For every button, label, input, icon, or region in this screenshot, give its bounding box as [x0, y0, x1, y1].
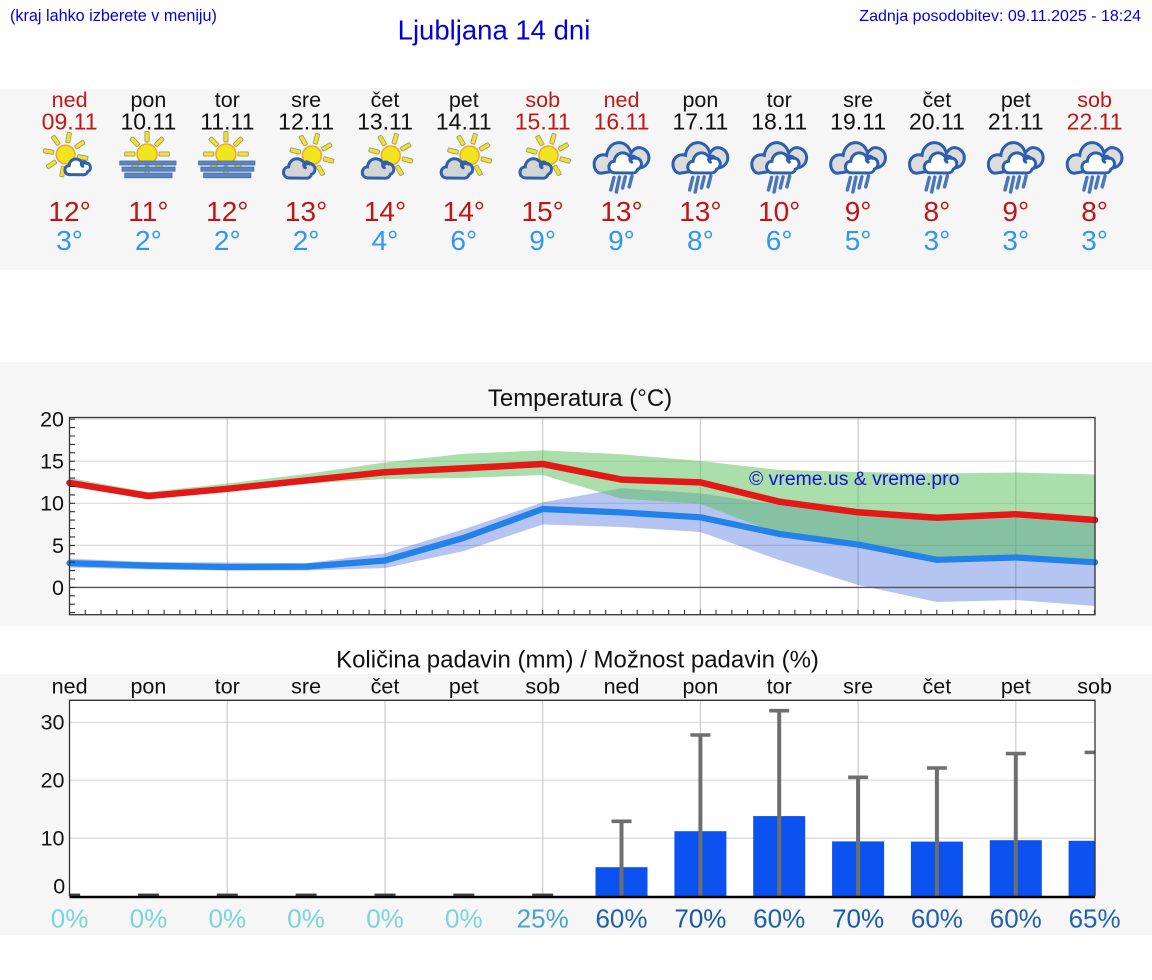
- svg-text:70%: 70%: [832, 903, 884, 933]
- svg-text:14°: 14°: [364, 196, 406, 227]
- svg-text:tor: tor: [215, 675, 240, 699]
- svg-text:0: 0: [52, 576, 64, 600]
- svg-text:5: 5: [52, 534, 64, 558]
- svg-text:Ljubljana 14 dni: Ljubljana 14 dni: [398, 15, 591, 46]
- svg-text:0%: 0%: [209, 903, 247, 933]
- svg-text:8°: 8°: [1081, 196, 1108, 227]
- svg-text:9°: 9°: [1002, 196, 1029, 227]
- svg-text:pon: pon: [682, 88, 718, 112]
- svg-text:0%: 0%: [287, 903, 325, 933]
- svg-text:pet: pet: [449, 88, 479, 112]
- svg-text:pet: pet: [1001, 675, 1031, 699]
- svg-text:ned: ned: [52, 88, 88, 112]
- svg-text:sob: sob: [525, 88, 560, 112]
- svg-text:2°: 2°: [135, 225, 162, 256]
- svg-text:tor: tor: [215, 88, 240, 112]
- svg-text:22.11: 22.11: [1067, 109, 1123, 135]
- svg-text:2°: 2°: [293, 225, 320, 256]
- svg-text:0%: 0%: [130, 903, 168, 933]
- svg-text:60%: 60%: [753, 903, 805, 933]
- svg-text:30: 30: [41, 711, 65, 735]
- svg-text:9°: 9°: [529, 225, 556, 256]
- svg-text:tor: tor: [767, 675, 792, 699]
- svg-text:čet: čet: [923, 675, 952, 699]
- svg-text:sre: sre: [843, 88, 873, 112]
- svg-text:13°: 13°: [600, 196, 642, 227]
- svg-text:16.11: 16.11: [594, 109, 650, 135]
- svg-text:25%: 25%: [517, 903, 569, 933]
- svg-text:9°: 9°: [845, 196, 872, 227]
- svg-text:10: 10: [41, 826, 65, 850]
- svg-text:Količina padavin (mm) / Možnos: Količina padavin (mm) / Možnost padavin …: [336, 647, 819, 674]
- svg-text:tor: tor: [767, 88, 792, 112]
- svg-text:3°: 3°: [924, 225, 951, 256]
- svg-text:9°: 9°: [608, 225, 635, 256]
- svg-text:15°: 15°: [522, 196, 564, 227]
- svg-text:pet: pet: [449, 675, 479, 699]
- svg-text:10°: 10°: [758, 196, 800, 227]
- svg-text:65%: 65%: [1069, 903, 1121, 933]
- svg-text:60%: 60%: [990, 903, 1042, 933]
- svg-text:sre: sre: [291, 88, 321, 112]
- svg-text:Temperatura (°C): Temperatura (°C): [488, 385, 672, 412]
- svg-text:19.11: 19.11: [830, 109, 886, 135]
- svg-text:čet: čet: [923, 88, 952, 112]
- svg-text:17.11: 17.11: [672, 109, 728, 135]
- svg-text:20: 20: [41, 768, 65, 792]
- svg-text:pon: pon: [682, 675, 718, 699]
- svg-text:12.11: 12.11: [278, 109, 334, 135]
- svg-text:sob: sob: [525, 675, 560, 699]
- svg-text:4°: 4°: [372, 225, 399, 256]
- svg-text:60%: 60%: [595, 903, 647, 933]
- svg-text:20.11: 20.11: [909, 109, 965, 135]
- svg-text:18.11: 18.11: [751, 109, 807, 135]
- svg-text:pon: pon: [130, 88, 166, 112]
- svg-text:14°: 14°: [443, 196, 485, 227]
- svg-text:3°: 3°: [56, 225, 83, 256]
- svg-text:0%: 0%: [366, 903, 404, 933]
- svg-text:ned: ned: [52, 675, 88, 699]
- svg-text:12°: 12°: [48, 196, 90, 227]
- svg-text:5°: 5°: [845, 225, 872, 256]
- svg-text:14.11: 14.11: [436, 109, 492, 135]
- svg-text:20: 20: [40, 408, 64, 432]
- svg-text:10: 10: [40, 492, 64, 516]
- svg-text:11°: 11°: [128, 196, 168, 227]
- svg-text:13.11: 13.11: [357, 109, 413, 135]
- svg-text:15: 15: [40, 450, 64, 474]
- svg-text:11.11: 11.11: [200, 109, 254, 135]
- svg-text:sre: sre: [843, 675, 873, 699]
- svg-text:15.11: 15.11: [515, 109, 571, 135]
- svg-text:6°: 6°: [450, 225, 477, 256]
- svg-text:0%: 0%: [51, 903, 89, 933]
- svg-text:09.11: 09.11: [42, 109, 98, 135]
- svg-text:3°: 3°: [1081, 225, 1108, 256]
- svg-text:13°: 13°: [679, 196, 721, 227]
- svg-text:13°: 13°: [285, 196, 327, 227]
- svg-text:8°: 8°: [924, 196, 951, 227]
- svg-text:pet: pet: [1001, 88, 1031, 112]
- svg-text:60%: 60%: [911, 903, 963, 933]
- svg-text:© vreme.us & vreme.pro: © vreme.us & vreme.pro: [749, 468, 959, 490]
- svg-text:ned: ned: [604, 88, 640, 112]
- svg-text:6°: 6°: [766, 225, 793, 256]
- svg-text:3°: 3°: [1002, 225, 1029, 256]
- svg-text:ned: ned: [604, 675, 640, 699]
- svg-text:(kraj lahko izberete v meniju): (kraj lahko izberete v meniju): [10, 7, 217, 25]
- svg-text:70%: 70%: [674, 903, 726, 933]
- svg-text:8°: 8°: [687, 225, 714, 256]
- svg-text:čet: čet: [371, 88, 400, 112]
- svg-text:2°: 2°: [214, 225, 241, 256]
- svg-text:čet: čet: [371, 675, 400, 699]
- svg-text:Zadnja posodobitev: 09.11.2025: Zadnja posodobitev: 09.11.2025 - 18:24: [859, 8, 1141, 25]
- svg-text:sob: sob: [1077, 88, 1112, 112]
- svg-text:sre: sre: [291, 675, 321, 699]
- svg-text:0: 0: [53, 874, 65, 898]
- svg-text:sob: sob: [1077, 675, 1112, 699]
- svg-text:pon: pon: [130, 675, 166, 699]
- svg-text:12°: 12°: [206, 196, 248, 227]
- svg-text:10.11: 10.11: [120, 109, 176, 135]
- svg-text:21.11: 21.11: [988, 109, 1044, 135]
- svg-text:0%: 0%: [445, 903, 483, 933]
